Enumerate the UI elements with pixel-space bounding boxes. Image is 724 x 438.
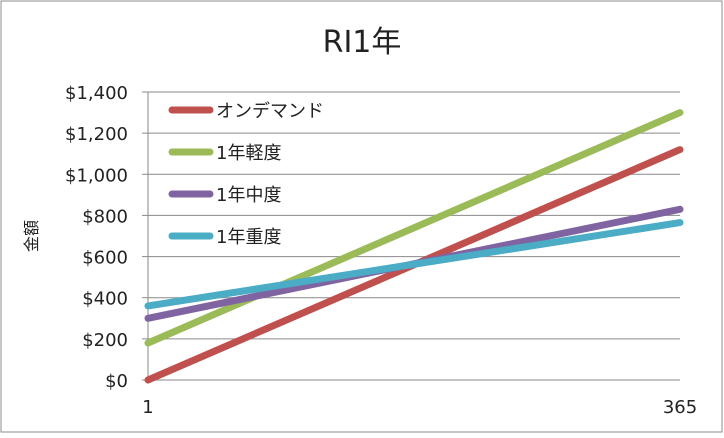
y-tick-labels: $0 $200 $400 $600 $800 $1,000 $1,200 $1,400 [65, 83, 128, 392]
y-axis-label: 金額 [22, 220, 41, 252]
legend-label: 1年軽度 [216, 143, 281, 164]
y-tick-label: $400 [82, 289, 128, 310]
series-line [144, 109, 684, 347]
legend-label: オンデマンド [216, 101, 324, 122]
y-tick-label: $1,000 [65, 165, 128, 186]
y-tick-label: $0 [105, 371, 128, 392]
y-tick-label: $1,200 [65, 124, 128, 145]
series-lines [144, 109, 684, 384]
x-tick-label: 1 [142, 397, 153, 418]
legend-label: 1年中度 [216, 185, 281, 206]
chart-title: RI1年 [323, 25, 402, 60]
x-tick-label: 365 [663, 397, 697, 418]
y-tick-label: $200 [82, 330, 128, 351]
y-tick-label: $600 [82, 248, 128, 269]
legend: オンデマンド 1年軽度 1年中度 1年重度 [168, 101, 324, 248]
y-tick-label: $800 [82, 206, 128, 227]
y-tick-label: $1,400 [65, 83, 128, 104]
series-line [144, 219, 684, 310]
legend-label: 1年重度 [216, 227, 281, 248]
x-tick-labels: 1 365 [142, 397, 697, 418]
